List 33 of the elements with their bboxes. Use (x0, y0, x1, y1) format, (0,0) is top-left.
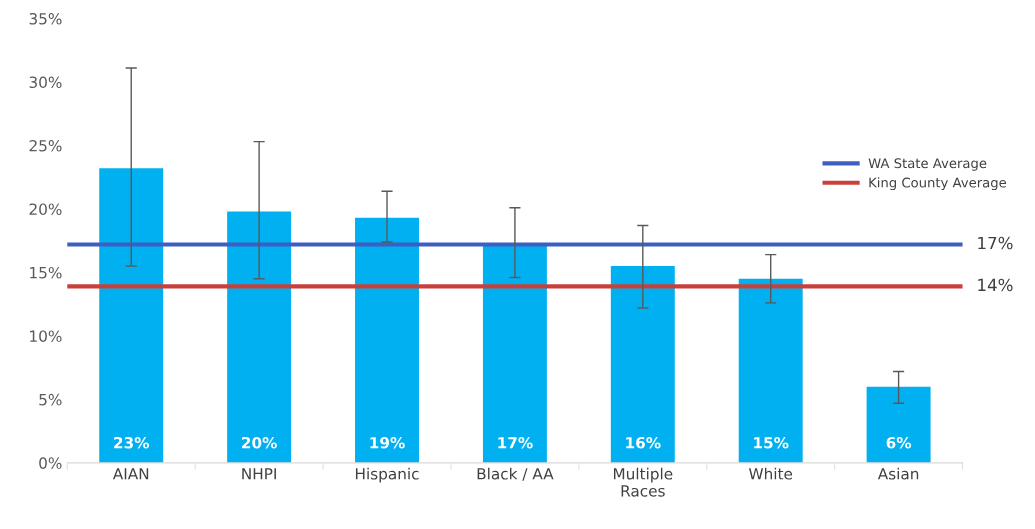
x-tick-label: Black / AA (477, 467, 554, 481)
legend-label: King County Average (869, 177, 1007, 191)
y-tick-label: 30% (29, 76, 62, 89)
bar (99, 168, 164, 463)
data-label: 15% (754, 436, 789, 449)
data-label: 20% (242, 436, 277, 449)
text: 17% (978, 236, 1013, 250)
data-label: 23% (114, 436, 150, 449)
y-tick-label: 20% (29, 203, 62, 215)
text: 14% (978, 278, 1013, 292)
data-label: 19% (370, 436, 405, 449)
bar (610, 266, 675, 463)
x-tick-label: Multiple Races (613, 467, 673, 497)
y-tick-label: 15% (30, 266, 62, 279)
y-tick-label: 25% (29, 139, 62, 152)
y-tick-label: 10% (30, 330, 62, 342)
bar (355, 217, 419, 463)
bar (738, 278, 803, 463)
data-label: 16% (626, 436, 661, 449)
data-label: 6% (886, 436, 912, 449)
y-tick-label: 0% (39, 457, 62, 469)
x-tick-label: White (749, 467, 793, 480)
x-tick-label: Hispanic (355, 467, 419, 483)
bar (866, 386, 931, 463)
x-tick-label: NHPI (242, 468, 276, 480)
bar (482, 244, 547, 463)
legend-label: WA State Average (868, 158, 987, 171)
x-tick-label: Asian (877, 467, 919, 480)
data-label: 17% (498, 436, 533, 449)
y-tick-label: 35% (29, 12, 62, 25)
x-tick-label: AIAN (112, 468, 149, 480)
y-tick-label: 5% (39, 393, 62, 406)
bar (227, 211, 292, 463)
